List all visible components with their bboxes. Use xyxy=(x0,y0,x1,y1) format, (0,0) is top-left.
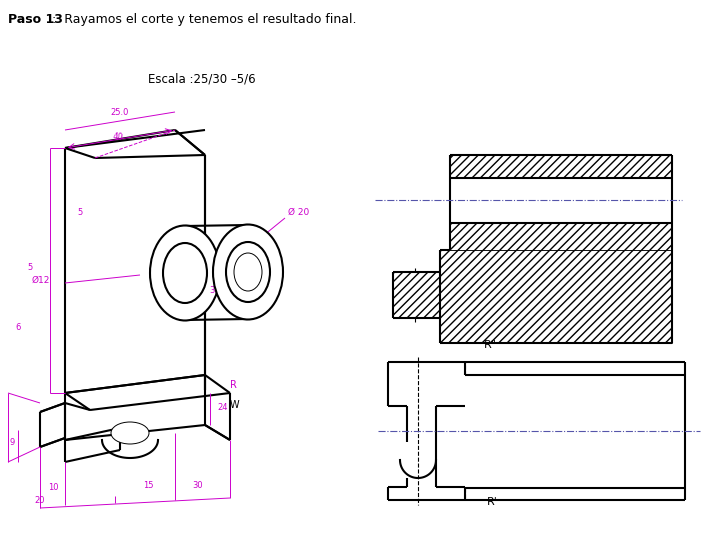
Text: 6: 6 xyxy=(15,323,21,332)
Text: R: R xyxy=(230,380,237,390)
Bar xyxy=(450,155,672,178)
Bar xyxy=(450,223,672,250)
Text: Paso 13: Paso 13 xyxy=(8,13,63,26)
Text: 10: 10 xyxy=(48,483,58,492)
Text: 5: 5 xyxy=(77,208,83,217)
Text: 40: 40 xyxy=(112,132,124,142)
Ellipse shape xyxy=(163,243,207,303)
Text: 9: 9 xyxy=(9,438,14,447)
Text: 5: 5 xyxy=(27,263,32,272)
Text: :  Rayamos el corte y tenemos el resultado final.: : Rayamos el corte y tenemos el resultad… xyxy=(52,13,356,26)
Text: 25.0: 25.0 xyxy=(111,108,129,117)
Bar xyxy=(393,272,440,318)
Ellipse shape xyxy=(150,226,220,321)
Text: 30: 30 xyxy=(193,481,203,490)
Text: R': R' xyxy=(487,497,498,507)
Text: 24: 24 xyxy=(217,403,228,412)
Ellipse shape xyxy=(226,242,270,302)
Text: R": R" xyxy=(484,340,497,350)
Text: 20: 20 xyxy=(35,496,45,505)
Ellipse shape xyxy=(234,253,262,291)
Text: 36: 36 xyxy=(210,286,220,295)
Text: Ø12: Ø12 xyxy=(32,276,50,285)
Bar xyxy=(440,250,672,343)
Text: Ø 20: Ø 20 xyxy=(288,208,310,217)
Ellipse shape xyxy=(111,422,149,444)
Text: Escala :25/30 –5/6: Escala :25/30 –5/6 xyxy=(148,72,256,85)
Text: W: W xyxy=(230,400,240,410)
Ellipse shape xyxy=(213,225,283,320)
Text: 15: 15 xyxy=(143,481,153,490)
